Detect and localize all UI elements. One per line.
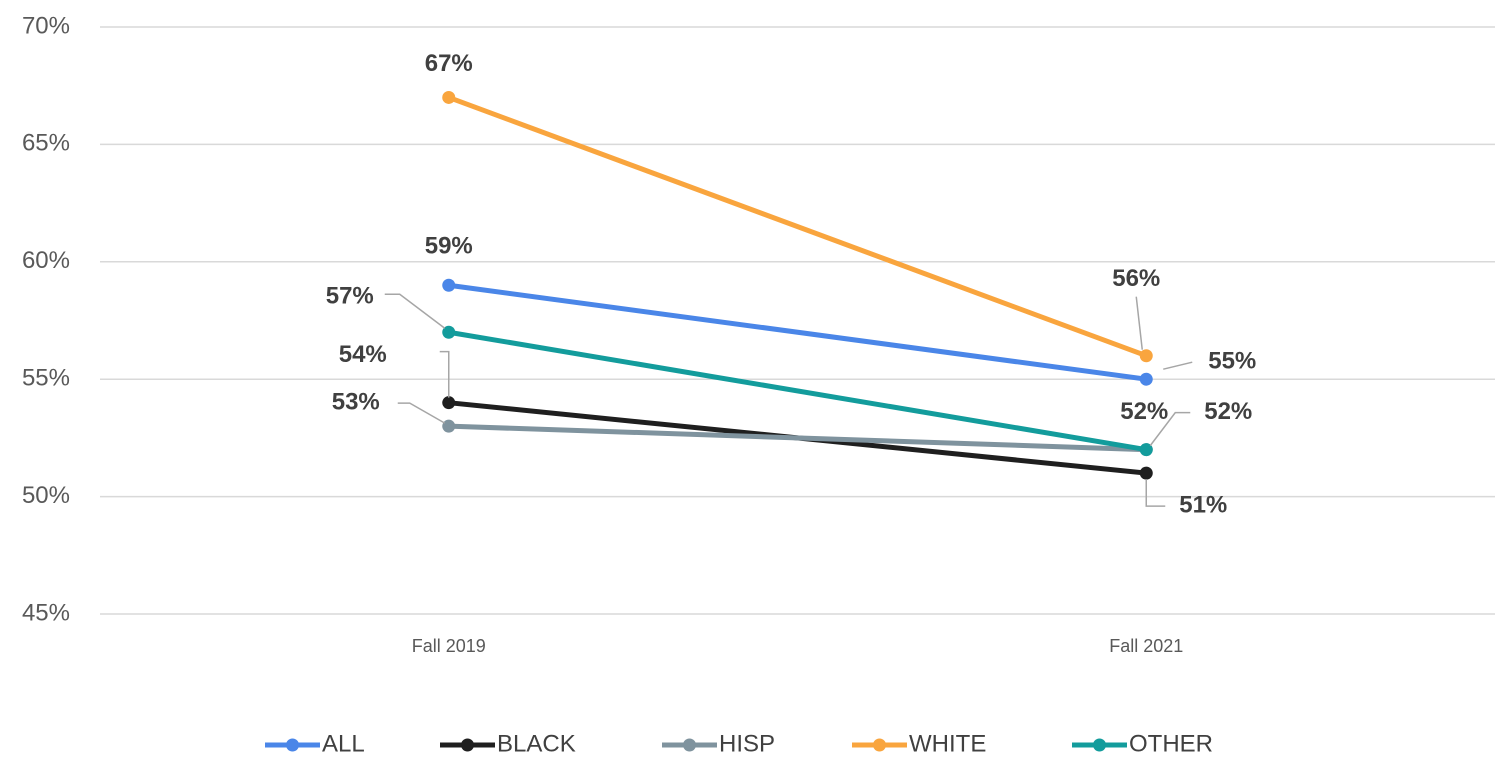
data-label: 51% — [1179, 491, 1227, 518]
data-label: 54% — [339, 341, 387, 368]
point — [1139, 466, 1153, 480]
legend-marker — [683, 738, 696, 752]
y-tick-label: 60% — [22, 247, 70, 274]
y-tick-label: 55% — [22, 365, 70, 392]
data-label: 67% — [425, 50, 473, 77]
data-label: 57% — [326, 283, 374, 310]
leader-line — [1135, 296, 1143, 350]
leader-line — [1145, 479, 1166, 507]
leader-line — [439, 350, 450, 398]
x-tick-label: Fall 2019 — [412, 636, 486, 656]
legend-marker — [461, 738, 474, 752]
legend-label: OTHER — [1129, 730, 1213, 757]
point — [442, 419, 456, 433]
y-tick-label: 65% — [22, 130, 70, 157]
y-tick-label: 50% — [22, 482, 70, 509]
series-line — [448, 329, 1147, 453]
x-tick-label: Fall 2021 — [1109, 636, 1183, 656]
point — [1139, 372, 1153, 386]
data-label: 53% — [332, 389, 380, 416]
series-line — [448, 282, 1147, 382]
series-line — [448, 423, 1147, 453]
data-label: 56% — [1112, 265, 1160, 292]
data-label: 52% — [1120, 398, 1168, 425]
point — [1139, 443, 1153, 457]
data-label: 55% — [1208, 348, 1256, 375]
y-tick-label: 70% — [22, 12, 70, 39]
leader-line — [384, 293, 446, 329]
legend-marker — [873, 738, 886, 752]
legend-label: HISP — [719, 730, 775, 757]
point — [1139, 349, 1153, 363]
series-line — [447, 95, 1148, 359]
legend-marker — [286, 738, 299, 752]
point — [442, 396, 456, 410]
legend-label: BLACK — [497, 730, 576, 757]
leader-line — [1149, 411, 1191, 447]
legend-label: WHITE — [909, 730, 986, 757]
y-tick-label: 45% — [22, 599, 70, 626]
legend-marker — [1093, 738, 1106, 752]
legend-label: ALL — [322, 730, 365, 757]
data-label: 52% — [1204, 398, 1252, 425]
data-label: 59% — [425, 233, 473, 260]
leader-line — [397, 402, 446, 424]
leader-line — [1163, 361, 1193, 370]
point — [442, 325, 456, 339]
point — [442, 90, 456, 104]
point — [442, 278, 456, 292]
